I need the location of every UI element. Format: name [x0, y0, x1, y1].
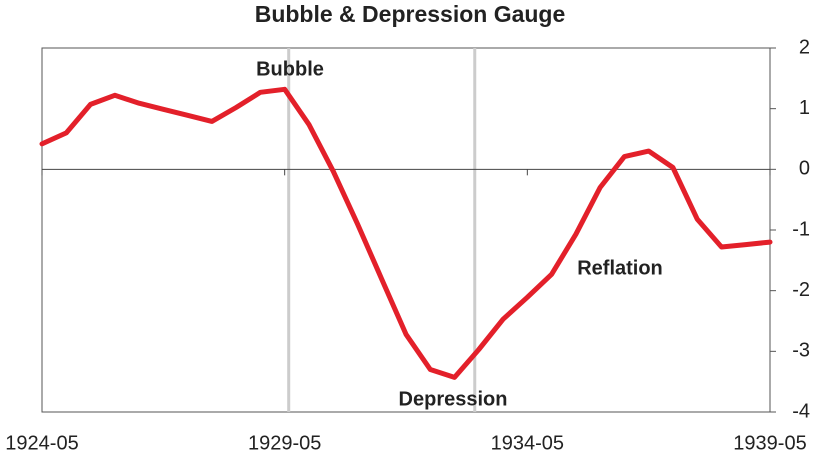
y-tick-label: -4	[792, 400, 810, 422]
chart-title: Bubble & Depression Gauge	[255, 1, 566, 27]
y-tick-label: 2	[799, 36, 810, 58]
annotation: Bubble	[256, 58, 324, 80]
x-tick-label: 1934-05	[491, 432, 564, 454]
annotation: Reflation	[577, 257, 663, 279]
y-tick-label: 0	[799, 158, 810, 180]
x-tick-label: 1939-05	[733, 432, 806, 454]
annotation: Depression	[399, 388, 508, 410]
plot-frame	[41, 47, 770, 413]
y-tick-label: -2	[792, 279, 810, 301]
y-tick-label: -3	[792, 340, 810, 362]
x-tick-label: 1929-05	[248, 432, 321, 454]
y-tick-label: -1	[792, 218, 810, 240]
y-tick-label: 1	[799, 97, 810, 119]
x-tick-label: 1924-05	[5, 432, 78, 454]
data-line	[39, 86, 773, 380]
